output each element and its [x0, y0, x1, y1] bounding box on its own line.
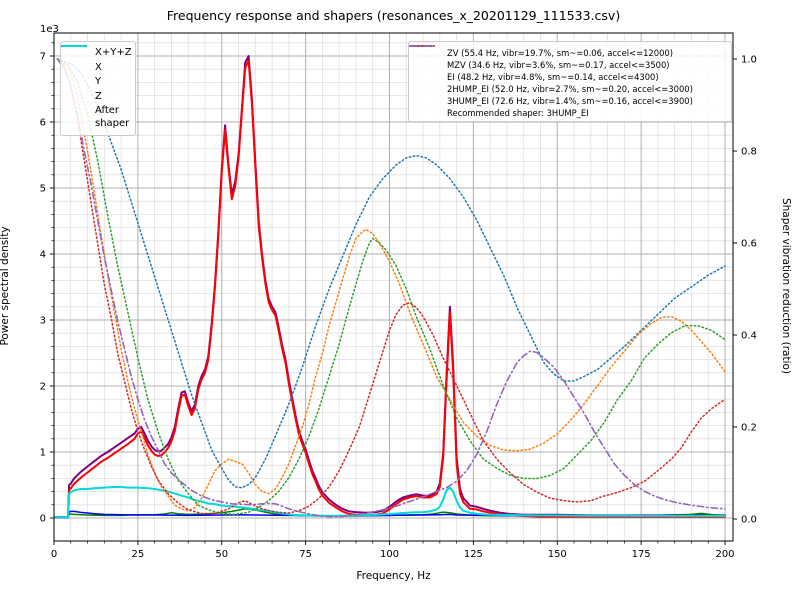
series-hump3 [56, 58, 726, 518]
series-mzv [56, 58, 726, 512]
legend-label: MZV (34.6 Hz, vibr=3.6%, sm~=0.17, accel… [447, 59, 670, 70]
legend-item-hump2: 2HUMP_EI (52.0 Hz, vibr=2.7%, sm~=0.20, … [409, 45, 725, 95]
legend-label: Y [95, 76, 102, 87]
tick-label: 0.0 [741, 515, 757, 526]
legend-label: X [95, 61, 102, 73]
x-axis-label: Frequency, Hz [356, 570, 431, 582]
axis-ticks: 0 25 50 75 100 125 150 175 200 0 1 2 3 4 5 6 7 0.0 0.2 0.4 0… [40, 42, 757, 560]
tick-label: 6 [40, 118, 46, 129]
tick-label: 150 [548, 549, 567, 560]
legend-item-ei: EI (48.2 Hz, vibr=4.8%, sm~=0.14, accel<… [409, 45, 725, 83]
legend-item-after: After shaper [61, 45, 130, 130]
tick-label: 0.6 [741, 239, 757, 250]
legend-recommended-shaper: Recommended shaper: 3HUMP_EI [447, 107, 589, 118]
legend-label: 3HUMP_EI (72.6 Hz, vibr=1.4%, sm~=0.16, … [447, 95, 693, 106]
tick-label: 5 [40, 184, 46, 195]
tick-label: 0 [51, 549, 57, 560]
tick-label: 100 [380, 549, 399, 560]
tick-label: 0.2 [741, 423, 757, 434]
legend-item-mzv: MZV (34.6 Hz, vibr=3.6%, sm~=0.17, accel… [409, 45, 725, 71]
tick-label: 4 [40, 250, 46, 261]
series-hump2 [56, 58, 726, 515]
legend-label: ZV (55.4 Hz, vibr=19.7%, sm~=0.06, accel… [447, 47, 674, 58]
tick-label: 75 [299, 549, 312, 560]
legend-item-hump3: 3HUMP_EI (72.6 Hz, vibr=1.4%, sm~=0.16, … [409, 45, 725, 107]
axes-spines [53, 32, 734, 542]
tick-label: 3 [40, 316, 46, 327]
legend-item-x: X [61, 45, 129, 75]
y-axis-label-left: Power spectral density [0, 226, 11, 346]
legend-label: X+Y+Z [95, 47, 132, 58]
tick-label: 2 [40, 382, 46, 393]
tick-label: 7 [40, 52, 46, 63]
legend-item-y: Y [61, 45, 129, 89]
series-x [54, 59, 726, 519]
grid-minor [54, 33, 733, 541]
tick-label: 0.4 [741, 331, 757, 342]
legend-line-sample-hump3 [409, 45, 435, 47]
y-axis-label-right: Shaper vibration reduction (ratio) [780, 197, 792, 375]
curves [54, 55, 726, 519]
series-after [54, 486, 726, 519]
series-zv [56, 58, 726, 489]
legend-psd: X+Y+Z X Y Z After shaper [60, 41, 136, 136]
tick-label: 0 [40, 514, 46, 525]
tick-label: 200 [715, 549, 734, 560]
tick-label: 25 [132, 549, 145, 560]
tick-label: 125 [464, 549, 483, 560]
legend-label: 2HUMP_EI (52.0 Hz, vibr=2.7%, sm~=0.20, … [447, 83, 693, 94]
tick-label: 0.8 [741, 147, 757, 158]
legend-label: Z [95, 90, 102, 102]
legend-line-sample-after [61, 45, 87, 47]
y-axis-offset-text: 1e3 [40, 24, 59, 35]
series-ei [56, 58, 726, 516]
legend-item-zv: ZV (55.4 Hz, vibr=19.7%, sm~=0.06, accel… [409, 45, 725, 59]
tick-label: 1.0 [741, 55, 757, 66]
tick-label: 1 [40, 448, 46, 459]
legend-item-z: Z [61, 45, 129, 104]
tick-label: 175 [632, 549, 651, 560]
legend-shapers: ZV (55.4 Hz, vibr=19.7%, sm~=0.06, accel… [408, 41, 732, 122]
legend-label: After shaper [95, 105, 130, 129]
tick-label: 50 [215, 549, 228, 560]
chart-title: Frequency response and shapers (resonanc… [166, 8, 621, 23]
legend-label: EI (48.2 Hz, vibr=4.8%, sm~=0.14, accel<… [447, 71, 659, 82]
